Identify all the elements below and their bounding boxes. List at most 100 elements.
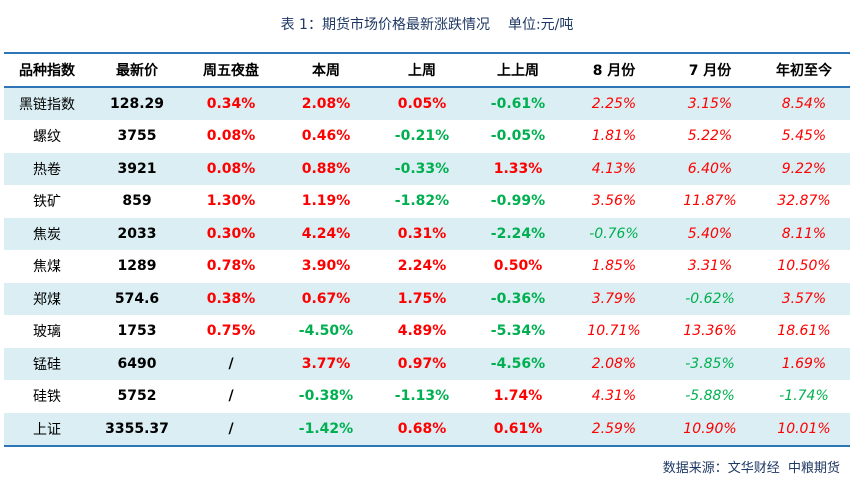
- table-row: 螺纹 3755 0.08% 0.46% -0.21% -0.05% 1.81% 5.22% 5.…: [4, 120, 850, 153]
- cell-name: 黑链指数: [4, 87, 90, 121]
- cell-name: 玻璃: [4, 315, 90, 348]
- cell-price: 3355.37: [90, 412, 184, 447]
- cell-friday-night: 0.34%: [184, 87, 278, 121]
- cell-year-to-date: 8.54%: [758, 87, 850, 121]
- header-cell: 年初至今: [758, 52, 850, 88]
- header-cell: 上周: [374, 52, 470, 88]
- cell-name: 上证: [4, 412, 90, 447]
- table-row: 硅铁 5752/-0.38% -1.13% 1.74% 4.31% -5.88% -1.74…: [4, 380, 850, 413]
- header-cell: 上上周: [470, 52, 566, 88]
- cell-friday-night: 0.30%: [184, 217, 278, 251]
- table-row: 铁矿 859 1.30% 1.19% -1.82% -0.99% 3.56% 11.87% 32…: [4, 185, 850, 218]
- cell-year-to-date: 9.22%: [758, 152, 850, 186]
- cell-last-week: 0.31%: [374, 217, 470, 251]
- cell-friday-night: 0.78%: [184, 250, 278, 283]
- header-row: 品种指数 最新价 周五夜盘 本周 上周 上上周 8 月份 7 月份 年初至今: [4, 52, 850, 88]
- cell-year-to-date: 3.57%: [758, 282, 850, 316]
- cell-this-week: -1.42%: [278, 412, 374, 447]
- cell-week-before-last: -0.99%: [470, 185, 566, 218]
- cell-this-week: 0.46%: [278, 120, 374, 153]
- cell-last-week: -0.33%: [374, 152, 470, 186]
- price-change-table: 品种指数 最新价 周五夜盘 本周 上周 上上周 8 月份 7 月份 年初至今 黑…: [4, 52, 850, 447]
- cell-week-before-last: 0.50%: [470, 250, 566, 283]
- cell-year-to-date: 10.01%: [758, 412, 850, 447]
- cell-last-week: 1.75%: [374, 282, 470, 316]
- table-title-text: 表 1：期货市场价格最新涨跌情况: [280, 17, 490, 33]
- cell-this-week: 1.19%: [278, 185, 374, 218]
- table-row: 焦炭 2033 0.30% 4.24% 0.31% -2.24% -0.76% 5.40% 8.…: [4, 217, 850, 251]
- cell-july: 5.22%: [662, 120, 758, 153]
- cell-july: 13.36%: [662, 315, 758, 348]
- cell-name: 硅铁: [4, 380, 90, 413]
- cell-price: 1289: [90, 250, 184, 283]
- cell-friday-night: 0.38%: [184, 282, 278, 316]
- cell-last-week: 2.24%: [374, 250, 470, 283]
- cell-last-week: -0.21%: [374, 120, 470, 153]
- data-source: 数据来源：文华财经 中粮期货: [662, 461, 840, 476]
- cell-name: 铁矿: [4, 185, 90, 218]
- header-cell: 品种指数: [4, 52, 90, 88]
- cell-july: -0.62%: [662, 282, 758, 316]
- cell-august: 2.59%: [566, 412, 662, 447]
- cell-price: 3755: [90, 120, 184, 153]
- cell-this-week: 3.90%: [278, 250, 374, 283]
- cell-week-before-last: 1.33%: [470, 152, 566, 186]
- cell-july: 5.40%: [662, 217, 758, 251]
- cell-year-to-date: -1.74%: [758, 380, 850, 413]
- table-title: 表 1：期货市场价格最新涨跌情况 单位:元/吨: [0, 14, 854, 34]
- cell-name: 螺纹: [4, 120, 90, 153]
- cell-august: 3.56%: [566, 185, 662, 218]
- cell-last-week: 0.97%: [374, 347, 470, 381]
- cell-year-to-date: 18.61%: [758, 315, 850, 348]
- table-unit: 单位:元/吨: [507, 17, 574, 33]
- cell-friday-night: /: [184, 412, 278, 447]
- cell-week-before-last: -0.36%: [470, 282, 566, 316]
- cell-week-before-last: 1.74%: [470, 380, 566, 413]
- cell-august: 10.71%: [566, 315, 662, 348]
- table-row: 黑链指数 128.29 0.34% 2.08% 0.05% -0.61% 2.25% 3.15…: [4, 87, 850, 121]
- cell-last-week: -1.82%: [374, 185, 470, 218]
- cell-friday-night: /: [184, 380, 278, 413]
- cell-price: 128.29: [90, 87, 184, 121]
- header-cell: 本周: [278, 52, 374, 88]
- cell-july: 3.31%: [662, 250, 758, 283]
- cell-august: 3.79%: [566, 282, 662, 316]
- cell-july: 11.87%: [662, 185, 758, 218]
- cell-week-before-last: -0.61%: [470, 87, 566, 121]
- table-row: 热卷 3921 0.08% 0.88% -0.33% 1.33% 4.13% 6.40% 9.2…: [4, 152, 850, 186]
- cell-this-week: 2.08%: [278, 87, 374, 121]
- cell-week-before-last: 0.61%: [470, 412, 566, 447]
- header-cell: 8 月份: [566, 52, 662, 88]
- cell-this-week: 0.88%: [278, 152, 374, 186]
- cell-name: 焦煤: [4, 250, 90, 283]
- cell-year-to-date: 10.50%: [758, 250, 850, 283]
- cell-august: 2.25%: [566, 87, 662, 121]
- header-cell: 周五夜盘: [184, 52, 278, 88]
- cell-july: 3.15%: [662, 87, 758, 121]
- cell-august: 1.81%: [566, 120, 662, 153]
- cell-this-week: -4.50%: [278, 315, 374, 348]
- cell-friday-night: 1.30%: [184, 185, 278, 218]
- cell-week-before-last: -2.24%: [470, 217, 566, 251]
- table-row: 玻璃 1753 0.75% -4.50% 4.89% -5.34% 10.71% 13.36%…: [4, 315, 850, 348]
- cell-price: 1753: [90, 315, 184, 348]
- cell-friday-night: 0.08%: [184, 152, 278, 186]
- cell-year-to-date: 8.11%: [758, 217, 850, 251]
- cell-friday-night: 0.08%: [184, 120, 278, 153]
- cell-last-week: 0.68%: [374, 412, 470, 447]
- cell-price: 574.6: [90, 282, 184, 316]
- cell-price: 859: [90, 185, 184, 218]
- cell-july: 10.90%: [662, 412, 758, 447]
- cell-name: 锰硅: [4, 347, 90, 381]
- cell-friday-night: /: [184, 347, 278, 381]
- cell-week-before-last: -5.34%: [470, 315, 566, 348]
- cell-july: -3.85%: [662, 347, 758, 381]
- cell-name: 郑煤: [4, 282, 90, 316]
- cell-this-week: -0.38%: [278, 380, 374, 413]
- table-row: 上证 3355.37/-1.42% 0.68% 0.61% 2.59% 10.90% 10.…: [4, 412, 850, 447]
- table-body: 黑链指数 128.29 0.34% 2.08% 0.05% -0.61% 2.25% 3.15…: [4, 87, 850, 447]
- cell-august: 2.08%: [566, 347, 662, 381]
- cell-august: 4.13%: [566, 152, 662, 186]
- cell-august: 4.31%: [566, 380, 662, 413]
- cell-price: 3921: [90, 152, 184, 186]
